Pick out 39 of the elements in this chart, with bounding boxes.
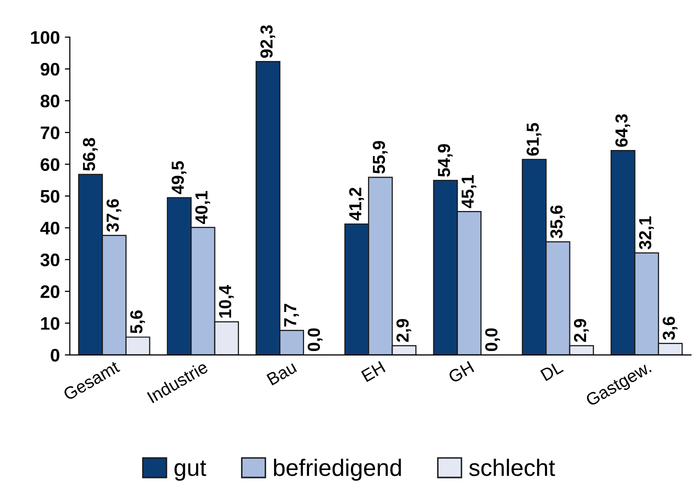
data-label: 41,2 (349, 188, 364, 221)
y-tick-label: 20 (40, 285, 60, 298)
data-label: 2,9 (396, 319, 412, 342)
legend-label: schlecht (469, 458, 555, 476)
data-label: 45,1 (462, 175, 476, 208)
data-label: 49,5 (172, 161, 186, 194)
data-label: 54,9 (438, 144, 453, 177)
data-label: 0,0 (485, 328, 500, 352)
data-label: 92,3 (260, 25, 276, 58)
y-tick-label: 80 (40, 94, 60, 108)
x-tick-label: Bau (266, 360, 298, 386)
data-label: 5,6 (130, 310, 146, 334)
y-tick-label: 40 (40, 222, 60, 235)
data-label: 10,4 (218, 284, 234, 318)
y-tick-label: 10 (41, 317, 60, 330)
data-label: 56,8 (82, 138, 98, 171)
data-label: 37,6 (106, 199, 122, 232)
x-tick-label: DL (540, 360, 564, 382)
data-label: 7,7 (284, 304, 299, 327)
y-tick-label: 60 (40, 158, 60, 171)
y-tick-label: 0 (50, 348, 60, 362)
y-tick-label: 50 (40, 190, 60, 203)
y-tick-label: 100 (31, 31, 60, 44)
legend-label: befriedigend (274, 458, 401, 481)
data-label: 32,1 (639, 216, 654, 250)
legend-label: gut (174, 460, 206, 481)
data-label: 61,5 (526, 123, 542, 156)
data-label: 40,1 (195, 191, 210, 224)
data-label: 0,0 (308, 328, 323, 352)
y-tick-label: 30 (40, 254, 60, 266)
data-label: 35,6 (550, 205, 566, 238)
y-tick-label: 70 (40, 126, 60, 140)
x-tick-label: EH (361, 361, 386, 382)
data-label: 55,9 (372, 140, 388, 174)
data-label: 3,6 (662, 316, 678, 340)
y-tick-label: 90 (40, 62, 60, 76)
data-label: 64,3 (615, 114, 630, 147)
data-label: 2,9 (574, 319, 589, 342)
x-tick-label: GH (448, 360, 474, 384)
